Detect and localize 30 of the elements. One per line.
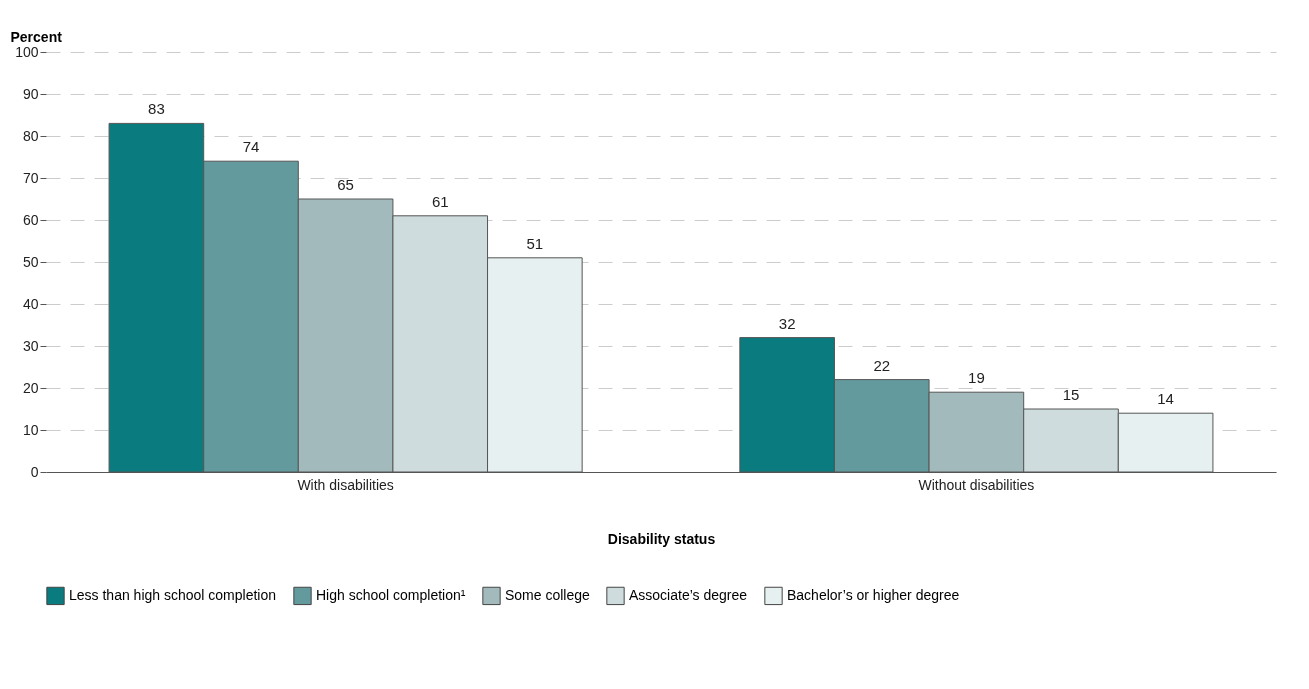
y-tick-label: 70 (22, 169, 39, 186)
y-tick-label: 0 (30, 463, 39, 480)
y-tick-label: 80 (22, 127, 39, 144)
legend-label: Associate’s degree (629, 586, 748, 603)
data-label: 83 (148, 100, 165, 118)
legend-label: Less than high school completion (69, 586, 277, 603)
y-tick-label: 60 (22, 211, 39, 228)
y-tick-label: 100 (15, 43, 39, 60)
y-tick-label: 10 (22, 421, 39, 438)
data-label: 32 (778, 314, 796, 332)
legend-label: Some college (505, 586, 591, 603)
y-tick-label: 40 (22, 295, 39, 312)
y-tick-label: 20 (22, 379, 39, 396)
y-tick-label: 50 (22, 253, 39, 270)
data-label: 19 (968, 369, 985, 387)
legend-label: High school completion¹ (316, 586, 466, 603)
data-label: 65 (337, 176, 354, 193)
data-label: 61 (431, 192, 449, 210)
data-label: 51 (526, 234, 544, 252)
x-axis-title: Disability status (607, 530, 716, 547)
data-label: 74 (242, 138, 260, 156)
x-tick-label: With disabilities (297, 476, 394, 493)
data-label: 22 (873, 356, 891, 374)
x-tick-label: Without disabilities (918, 476, 1035, 493)
data-label: 15 (1062, 386, 1080, 403)
y-axis-title: Percent (10, 28, 63, 45)
data-label: 14 (1157, 390, 1174, 408)
legend-label: Bachelor’s or higher degree (787, 586, 960, 603)
y-tick-label: 30 (22, 337, 39, 354)
y-tick-label: 90 (22, 85, 39, 102)
